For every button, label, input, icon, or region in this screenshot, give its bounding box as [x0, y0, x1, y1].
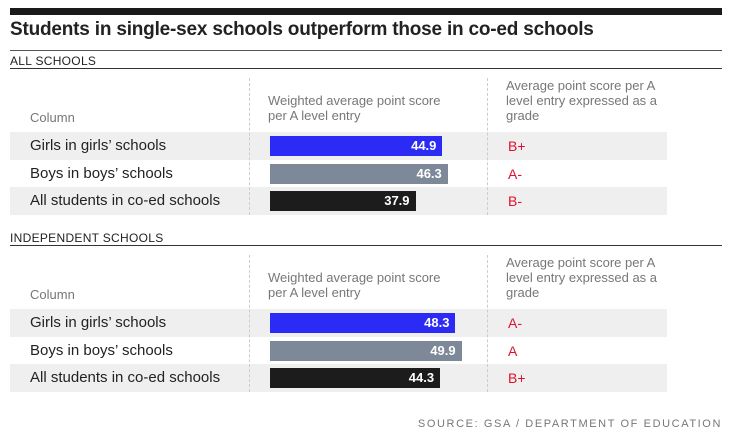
- column-separator: [487, 78, 488, 215]
- row-label: Boys in boys’ schools: [30, 341, 173, 359]
- bar: [270, 368, 441, 388]
- row-label: All students in co-ed schools: [30, 369, 221, 386]
- title: Students in single-sex schools outperfor…: [10, 19, 594, 40]
- grade: B+: [508, 138, 526, 154]
- bar: [270, 340, 462, 361]
- bar: [270, 163, 448, 184]
- grade: A: [508, 342, 518, 359]
- row-label: Girls in girls’ schools: [30, 137, 167, 154]
- bar-value: 44.9: [411, 138, 437, 153]
- section-title: INDEPENDENT SCHOOLS: [10, 231, 164, 245]
- column-separator: [487, 255, 488, 392]
- column-header: Average point score per A level entry ex…: [506, 255, 658, 300]
- title-rule: [10, 50, 722, 51]
- grade: B+: [508, 370, 526, 386]
- section-title: ALL SCHOOLS: [10, 54, 97, 68]
- bar: [270, 136, 443, 156]
- bar: [270, 191, 416, 211]
- grade: A-: [508, 165, 522, 182]
- source: SOURCE: GSA / DEPARTMENT OF EDUCATION: [417, 418, 722, 430]
- column-header: Weighted average point score per A level…: [268, 270, 441, 300]
- section-rule: [10, 68, 722, 69]
- bar-value: 37.9: [384, 193, 410, 208]
- grade: B-: [508, 193, 522, 209]
- bar: [270, 313, 456, 333]
- row-label: Girls in girls’ schools: [30, 314, 167, 331]
- bar-value: 44.3: [408, 370, 435, 385]
- bar-value: 46.3: [416, 165, 442, 181]
- column-header: Weighted average point score per A level…: [268, 93, 441, 123]
- column-separator: [249, 78, 250, 215]
- row-label: Boys in boys’ schools: [30, 164, 173, 182]
- grade: A-: [508, 315, 522, 331]
- top-bar: [10, 8, 722, 15]
- bar-value: 48.3: [424, 315, 450, 330]
- column-header: Column: [30, 110, 75, 125]
- bar-value: 49.9: [430, 342, 456, 358]
- column-header: Average point score per A level entry ex…: [506, 78, 658, 123]
- column-header: Column: [30, 287, 75, 302]
- column-separator: [249, 255, 250, 392]
- section-rule: [10, 245, 722, 246]
- row-label: All students in co-ed schools: [30, 192, 221, 209]
